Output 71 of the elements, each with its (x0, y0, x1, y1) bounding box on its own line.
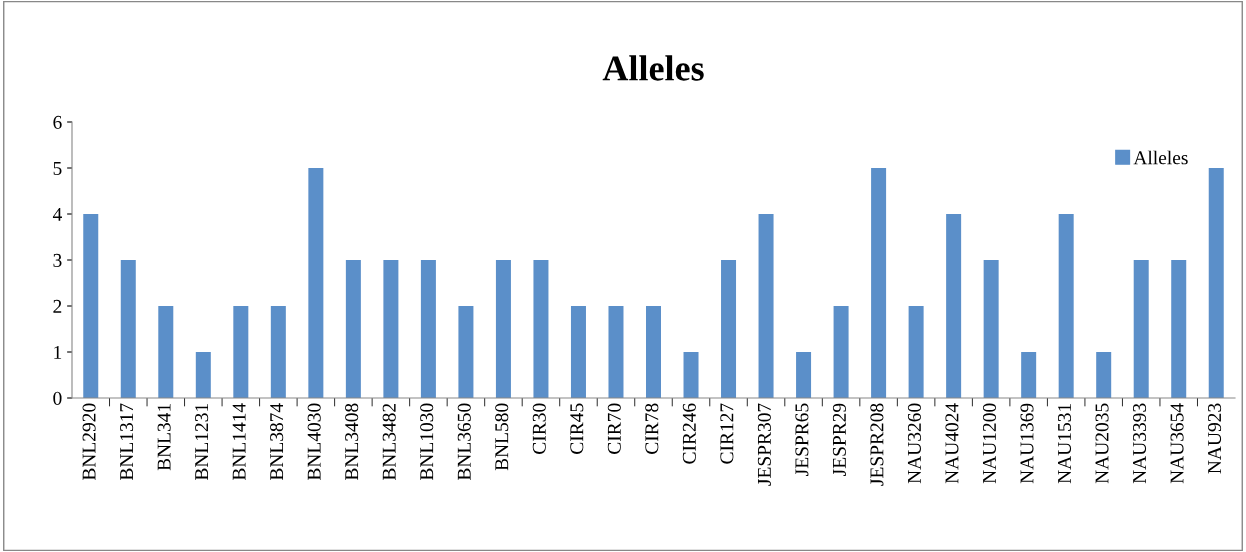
bar (533, 260, 549, 398)
bar (833, 306, 849, 398)
x-tick-label: BNL4030 (307, 403, 321, 481)
x-tick-label: NAU3654 (1170, 403, 1184, 484)
y-tick-label: 0 (53, 391, 62, 405)
bar (1133, 260, 1149, 398)
x-tick-label: NAU1531 (1057, 404, 1072, 484)
chart-title: Alleles (602, 55, 704, 81)
x-tick-label: NAU3260 (907, 403, 921, 484)
bar (646, 306, 661, 398)
bar (796, 352, 812, 398)
x-tick-label: JESPR65 (795, 403, 809, 476)
bar (758, 214, 774, 398)
x-tick-label: CIR70 (607, 403, 621, 454)
bar (120, 260, 136, 398)
bar (608, 306, 624, 398)
bar (195, 352, 211, 398)
x-tick-label: CIR127 (720, 403, 734, 464)
x-tick-label: NAU1200 (982, 403, 997, 484)
bar (1058, 214, 1074, 398)
bar (946, 214, 962, 398)
x-tick-label: BNL3482 (382, 403, 396, 481)
legend-label: Alleles (1133, 150, 1188, 165)
x-tick-label: NAU3393 (1133, 403, 1147, 484)
x-tick-label: BNL580 (495, 403, 509, 471)
x-tick-label: BNL341 (157, 404, 171, 471)
bar (233, 306, 249, 398)
x-tick-label: BNL3650 (457, 403, 471, 481)
bar (721, 260, 737, 398)
bar (83, 214, 99, 398)
bar (495, 260, 511, 398)
x-tick-label: NAU923 (1208, 403, 1222, 474)
bar (345, 260, 361, 398)
y-tick-label: 1 (54, 345, 62, 359)
x-tick-label: NAU2035 (1095, 403, 1109, 484)
x-tick-label: BNL2920 (82, 403, 96, 481)
bar (158, 306, 174, 398)
bar (1021, 352, 1037, 398)
x-tick-label: NAU1369 (1020, 403, 1034, 484)
x-tick-label: CIR246 (682, 403, 696, 464)
bar (683, 352, 699, 398)
x-tick-label: BNL3874 (270, 403, 284, 481)
x-tick-label: CIR30 (532, 403, 546, 454)
bar (308, 168, 324, 398)
x-tick-label: BNL1317 (120, 403, 134, 481)
x-tick-label: NAU4024 (945, 403, 959, 484)
x-tick-label: BNL1231 (195, 404, 209, 481)
x-tick-label: CIR78 (645, 403, 659, 454)
y-tick-label: 3 (53, 253, 62, 267)
bar (270, 306, 286, 398)
x-tick-label: CIR45 (570, 403, 584, 454)
y-tick-label: 5 (53, 162, 62, 175)
x-tick-label: BNL1414 (232, 403, 246, 481)
bar (1171, 260, 1187, 398)
x-tick-label: JESPR29 (832, 403, 846, 476)
bar (420, 260, 436, 398)
bar (570, 306, 586, 398)
bar (1096, 352, 1112, 398)
y-tick-label: 2 (53, 299, 62, 313)
y-tick-label: 6 (53, 115, 62, 129)
x-tick-label: JESPR307 (757, 403, 771, 486)
bar (383, 260, 399, 398)
y-tick-label: 4 (52, 207, 62, 221)
bar (983, 260, 999, 398)
bar (1208, 168, 1224, 398)
bar (871, 168, 887, 398)
x-tick-label: BNL1030 (420, 403, 434, 481)
x-tick-label: JESPR208 (870, 403, 884, 486)
bar (458, 306, 474, 398)
x-tick-label: BNL3408 (345, 403, 359, 481)
bar (908, 306, 924, 398)
